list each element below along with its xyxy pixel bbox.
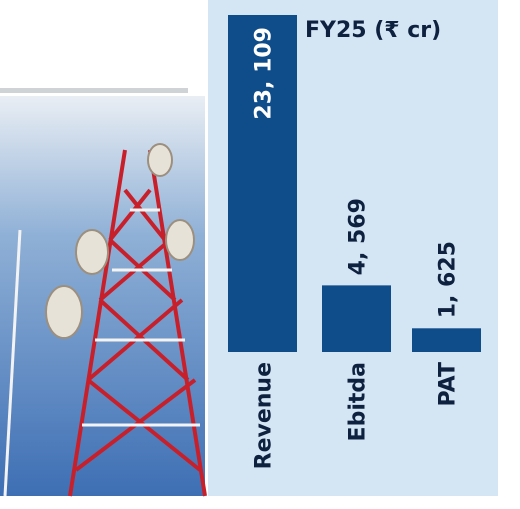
x-tick-label: Revenue: [252, 362, 277, 469]
x-tick-label: PAT: [436, 362, 461, 406]
divider: [0, 88, 188, 93]
chart: FY25 (₹ cr) 23, 109 Revenue 4, 569 Ebitda 1,…: [0, 0, 520, 509]
page: FY25 (₹ cr) 23, 109 Revenue 4, 569 Ebitda 1,…: [0, 0, 520, 509]
bar: [322, 285, 391, 352]
photo: [0, 96, 205, 496]
x-tick-label: Ebitda: [346, 362, 371, 441]
chart-title: FY25 (₹ cr): [305, 18, 441, 43]
value-label: 4, 569: [346, 198, 371, 275]
bar: [412, 328, 481, 352]
value-label: 1, 625: [436, 241, 461, 318]
value-label: 23, 109: [252, 27, 277, 120]
